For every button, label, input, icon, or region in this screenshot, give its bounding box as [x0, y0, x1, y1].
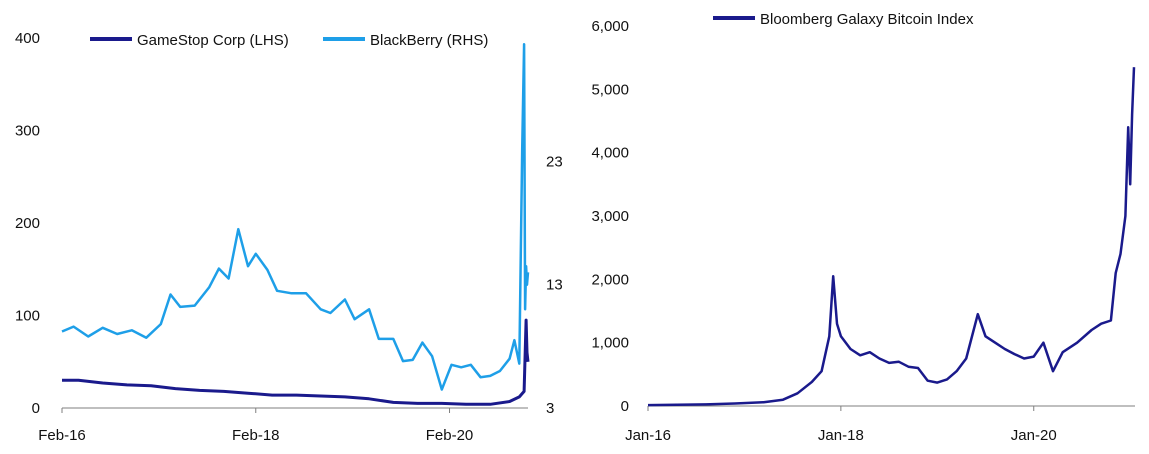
series-line-bitcoin — [647, 67, 1136, 407]
right-series-group — [647, 67, 1136, 407]
right-axes: 0 1,000 2,000 3,000 4,000 5,000 6,000 Jan-16 Jan… — [591, 18, 1135, 444]
right-y-tick-label: 13 — [546, 277, 563, 294]
y-tick-label: 3,000 — [591, 208, 629, 225]
legend-label-gamestop: GameStop Corp (LHS) — [137, 32, 289, 49]
left-chart-svg: GameStop Corp (LHS) BlackBerry (RHS) 0 10… — [15, 30, 563, 444]
y-tick-label: 1,000 — [591, 335, 629, 352]
x-tick-label: Jan-20 — [1011, 427, 1057, 444]
left-y-tick-label: 0 — [32, 400, 40, 417]
x-tick-label: Feb-20 — [426, 427, 474, 444]
left-series-group — [61, 42, 530, 406]
left-y-tick-label: 100 — [15, 308, 40, 325]
y-tick-label: 5,000 — [591, 81, 629, 98]
left-chart-gamestop-blackberry: GameStop Corp (LHS) BlackBerry (RHS) 0 10… — [15, 30, 563, 444]
left-axes: 0 100 200 300 400 3 13 23 Feb-16 Feb-18 Feb-20 — [15, 30, 563, 444]
x-tick-label: Feb-16 — [38, 427, 86, 444]
legend-label-bitcoin: Bloomberg Galaxy Bitcoin Index — [760, 11, 974, 28]
x-tick-label: Jan-16 — [625, 427, 671, 444]
right-chart-bitcoin-index: Bloomberg Galaxy Bitcoin Index 0 1,000 2,0… — [580, 0, 1149, 454]
y-tick-label: 0 — [621, 398, 629, 415]
right-chart-svg: Bloomberg Galaxy Bitcoin Index 0 1,000 2,0… — [591, 11, 1136, 444]
left-y-tick-label: 300 — [15, 123, 40, 140]
x-tick-label: Feb-18 — [232, 427, 280, 444]
series-line-blackberry — [61, 42, 530, 391]
x-tick-label: Jan-18 — [818, 427, 864, 444]
y-tick-label: 6,000 — [591, 18, 629, 35]
series-line-gamestop — [62, 318, 530, 406]
left-y-tick-label: 400 — [15, 30, 40, 47]
y-tick-label: 4,000 — [591, 145, 629, 162]
left-y-tick-label: 200 — [15, 215, 40, 232]
right-y-tick-label: 3 — [546, 400, 554, 417]
y-tick-label: 2,000 — [591, 271, 629, 288]
left-legend: GameStop Corp (LHS) BlackBerry (RHS) — [90, 32, 488, 49]
right-legend: Bloomberg Galaxy Bitcoin Index — [713, 11, 974, 28]
legend-label-blackberry: BlackBerry (RHS) — [370, 32, 488, 49]
right-y-tick-label: 23 — [546, 153, 563, 170]
